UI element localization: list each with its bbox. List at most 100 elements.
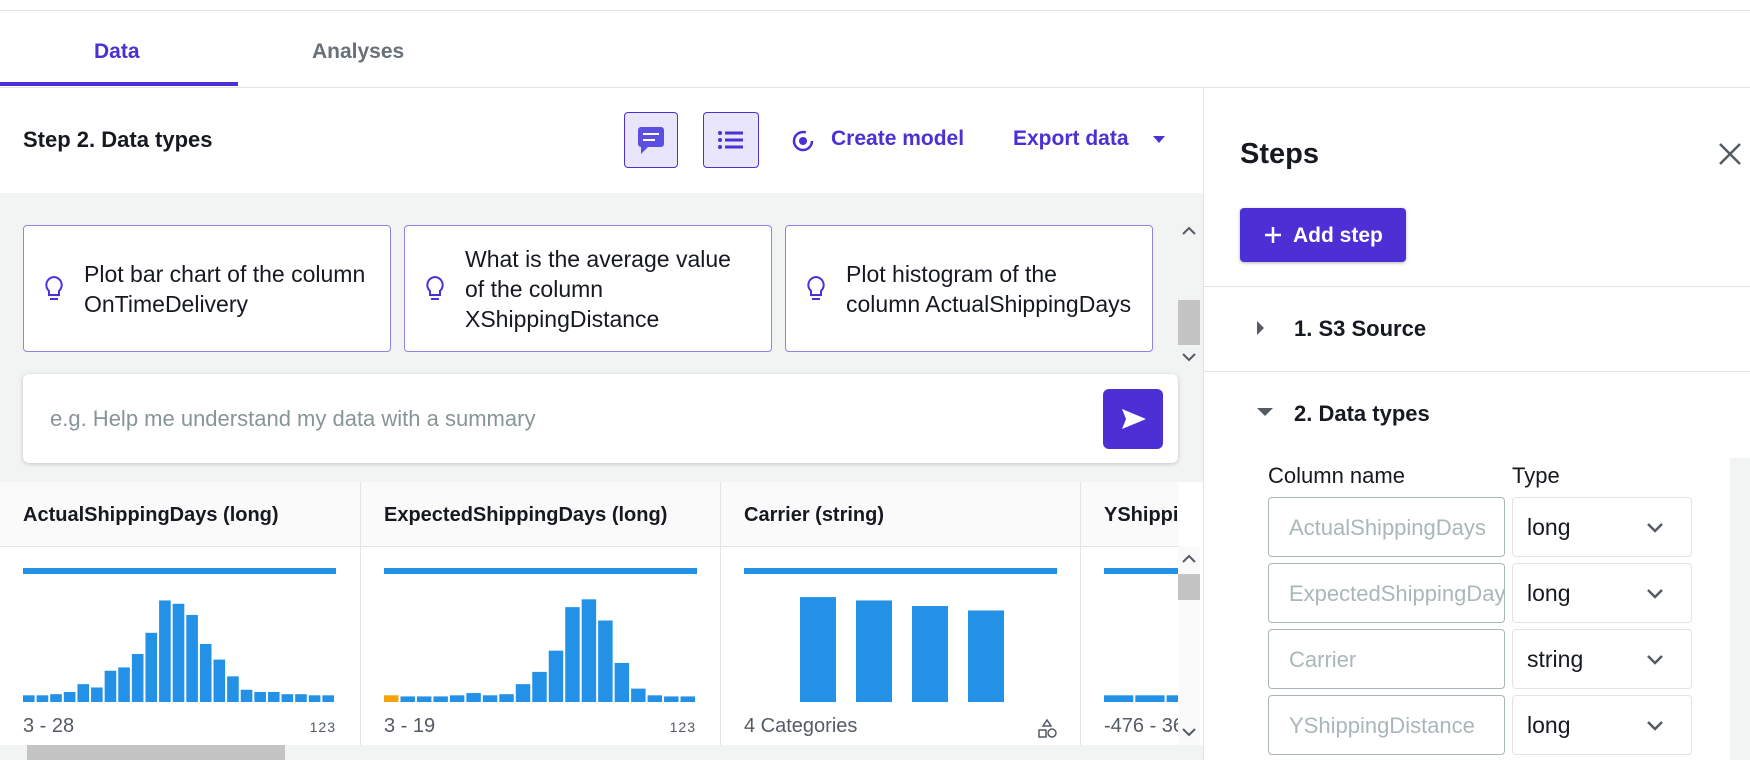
divider bbox=[1204, 286, 1750, 287]
bulb-icon bbox=[807, 275, 825, 300]
histogram-bar bbox=[104, 670, 117, 702]
caret-right bbox=[1257, 321, 1264, 335]
histogram-bar bbox=[1135, 695, 1165, 702]
histogram-bar bbox=[91, 687, 103, 702]
histogram-bar bbox=[631, 688, 646, 702]
column-range: -476 - 36 bbox=[1104, 715, 1178, 737]
histogram-bar bbox=[499, 694, 514, 702]
histogram-bar bbox=[581, 599, 597, 702]
suggestion-text: What is the average value of the column … bbox=[465, 245, 731, 332]
column-header: ExpectedShippingDays (long) bbox=[384, 504, 668, 526]
histogram-bar bbox=[172, 603, 185, 702]
shapes bbox=[1038, 718, 1057, 738]
tab[interactable]: Data bbox=[94, 40, 140, 63]
histogram-bar bbox=[131, 654, 144, 702]
category-bar bbox=[856, 600, 892, 702]
chat-toggle[interactable] bbox=[624, 112, 678, 168]
panel-scroll bbox=[1730, 458, 1750, 760]
type-select[interactable]: string bbox=[1512, 629, 1692, 689]
send-button[interactable] bbox=[1103, 389, 1163, 449]
type-select[interactable]: long bbox=[1512, 497, 1692, 557]
chat-input[interactable]: e.g. Help me understand my data with a s… bbox=[23, 374, 1178, 463]
mini-chart bbox=[23, 568, 336, 702]
summary-bar bbox=[744, 568, 1057, 574]
column: ActualShippingDays (long) 3 - 28 123 bbox=[0, 482, 360, 745]
histogram-bar bbox=[240, 689, 253, 702]
column-header: Column name bbox=[1268, 463, 1405, 488]
histogram-bar bbox=[199, 643, 212, 702]
chat-icon bbox=[638, 127, 664, 154]
column-kind: 123 bbox=[309, 719, 336, 735]
histogram-bar bbox=[77, 684, 90, 702]
histogram-bar bbox=[400, 696, 415, 702]
placeholder: e.g. Help me understand my data with a s… bbox=[50, 406, 536, 431]
type-select[interactable]: long bbox=[1512, 563, 1692, 623]
column: Carrier (string) 4 Categories bbox=[720, 482, 1080, 745]
step-item[interactable]: 2. Data types bbox=[1294, 401, 1430, 426]
type-value: long bbox=[1527, 580, 1571, 606]
select-caret bbox=[1647, 589, 1663, 599]
suggestion-card[interactable]: Plot bar chart of the column OnTimeDeliv… bbox=[23, 225, 391, 352]
suggestion-card[interactable]: What is the average value of the column … bbox=[404, 225, 772, 352]
summary-bar bbox=[23, 568, 336, 574]
type-value: long bbox=[1527, 514, 1571, 540]
tab[interactable]: Analyses bbox=[312, 40, 405, 63]
type-select[interactable]: long bbox=[1512, 695, 1692, 755]
send-icon bbox=[1122, 409, 1146, 429]
top-border bbox=[0, 10, 1750, 11]
mini-chart bbox=[1104, 568, 1178, 702]
histogram-bar bbox=[532, 671, 547, 702]
column-header: Carrier (string) bbox=[744, 504, 885, 526]
table-hscroll bbox=[0, 745, 1203, 760]
column-range: 3 - 28 bbox=[23, 715, 75, 737]
histogram-bar bbox=[680, 696, 695, 702]
mini-chart bbox=[384, 568, 697, 702]
histogram-bar bbox=[281, 694, 294, 702]
column-header: ActualShippingDays (long) bbox=[23, 504, 279, 526]
histogram-bar bbox=[416, 696, 432, 702]
histogram-bar bbox=[433, 696, 448, 702]
tab-underline bbox=[0, 82, 238, 86]
panel-border bbox=[1203, 88, 1204, 760]
column: YShippingDistance (long) -476 - 36 bbox=[1080, 482, 1178, 745]
add-step-button[interactable]: Add step bbox=[1240, 208, 1406, 262]
histogram-bar bbox=[227, 676, 239, 702]
histogram-bar bbox=[614, 662, 630, 702]
column: ExpectedShippingDays (long) 3 - 19 123 bbox=[360, 482, 720, 745]
histogram-bar bbox=[565, 607, 580, 702]
type-value: string bbox=[1527, 646, 1584, 672]
histogram-bar bbox=[159, 600, 171, 702]
chevron bbox=[1647, 655, 1663, 665]
column-range: 4 Categories bbox=[744, 715, 858, 737]
histogram-bar bbox=[598, 620, 613, 702]
histogram-bar bbox=[647, 695, 663, 702]
histogram-bar bbox=[36, 695, 49, 702]
histogram-bar bbox=[515, 684, 531, 702]
close[interactable] bbox=[1716, 140, 1744, 168]
column-name-input[interactable]: ActualShippingDays bbox=[1268, 497, 1505, 557]
suggestion-card[interactable]: Plot histogram of the column ActualShipp… bbox=[785, 225, 1153, 352]
chevron bbox=[1647, 589, 1663, 599]
step-title: Step 2. Data types bbox=[23, 127, 213, 152]
create-model-icon bbox=[792, 130, 814, 152]
histogram-bar bbox=[664, 696, 679, 702]
summary-bar bbox=[384, 568, 697, 574]
list-toggle[interactable] bbox=[703, 112, 759, 168]
table-vscroll bbox=[1178, 546, 1200, 745]
export-data[interactable]: Export data bbox=[1013, 127, 1129, 150]
create-model[interactable]: Create model bbox=[831, 127, 965, 150]
suggestion-text: Plot histogram of the column ActualShipp… bbox=[846, 260, 1132, 317]
column-name-input[interactable]: ExpectedShippingDays bbox=[1268, 563, 1505, 623]
histogram-bar bbox=[267, 691, 280, 702]
scroll-thumb bbox=[1178, 574, 1200, 600]
table-header bbox=[0, 482, 1178, 547]
column-range: 3 - 19 bbox=[384, 715, 436, 737]
step-item[interactable]: 1. S3 Source bbox=[1294, 316, 1427, 341]
shapes-icon bbox=[1038, 718, 1057, 738]
column-name-input[interactable]: Carrier bbox=[1268, 629, 1505, 689]
column-name-input[interactable]: YShippingDistance bbox=[1268, 695, 1505, 755]
suggestion-text: Plot bar chart of the column OnTimeDeliv… bbox=[84, 260, 366, 317]
summary-bar bbox=[1104, 568, 1178, 574]
histogram-bar bbox=[548, 650, 564, 702]
bulb bbox=[45, 275, 63, 300]
